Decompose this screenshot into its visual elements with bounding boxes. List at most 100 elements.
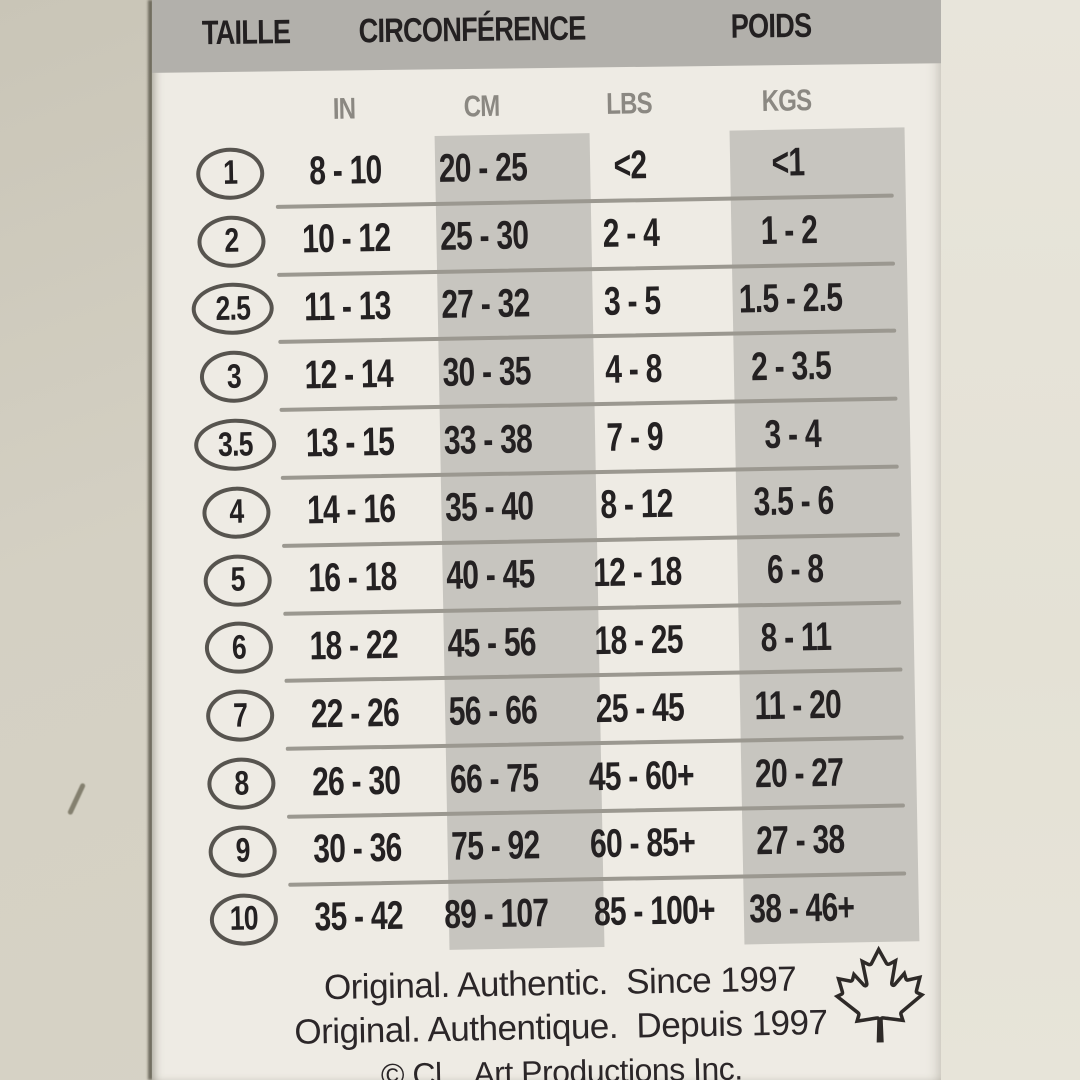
unit-label-in: IN [332, 92, 356, 126]
kgs-cell: <1 [700, 139, 876, 187]
maple-leaf-icon [833, 945, 926, 1043]
in-value: 14 - 16 [306, 487, 396, 533]
in-value: 35 - 42 [314, 893, 404, 940]
size-value: 2.5 [215, 289, 251, 329]
cm-value: 40 - 45 [445, 552, 535, 599]
in-cell: 22 - 26 [295, 690, 416, 737]
in-value: 30 - 36 [313, 826, 403, 872]
cm-value: 27 - 32 [440, 281, 530, 327]
unit-label-cm: CM [463, 89, 500, 124]
lbs-cell: 4 - 8 [563, 346, 704, 394]
size-cell: 5 [182, 553, 293, 607]
table-row: 2 10 - 12 25 - 30 2 - 4 1 - 2 [176, 196, 877, 277]
cm-cell: 30 - 35 [409, 348, 565, 396]
lbs-cell: 12 - 18 [567, 549, 708, 597]
lbs-value: 25 - 45 [595, 685, 685, 731]
size-cell: 1 [175, 147, 286, 201]
tag-content: IN CM LBS KGS 1 8 - 10 20 - 25 <2 <1 [152, 0, 941, 1080]
size-badge: 4 [201, 485, 271, 540]
kgs-value: 38 - 46+ [748, 885, 855, 932]
cm-value: 89 - 107 [443, 891, 549, 938]
size-value: 9 [235, 831, 250, 871]
lbs-cell: 7 - 9 [565, 414, 706, 462]
in-value: 12 - 14 [304, 351, 394, 398]
size-badge: 8 [206, 757, 276, 811]
lbs-cell: 45 - 60+ [571, 753, 712, 801]
in-cell: 11 - 13 [287, 284, 408, 331]
in-cell: 26 - 30 [296, 758, 417, 805]
lbs-cell: 25 - 45 [570, 685, 711, 733]
background-scratch-mark [67, 782, 86, 816]
kgs-value: 2 - 3.5 [751, 343, 832, 390]
in-value: 8 - 10 [308, 148, 382, 194]
size-cell: 6 [183, 621, 294, 675]
kgs-value: 3 - 4 [764, 411, 822, 457]
cm-cell: 35 - 40 [411, 484, 567, 532]
size-badge: 5 [203, 553, 273, 607]
size-table-rows: 1 8 - 10 20 - 25 <2 <1 2 10 - 12 25 - 30… [175, 128, 890, 954]
unit-label-lbs: LBS [605, 87, 653, 121]
table-row: 7 22 - 26 56 - 66 25 - 45 11 - 20 [185, 670, 886, 751]
size-badge: 7 [205, 689, 275, 743]
cm-value: 25 - 30 [439, 213, 529, 260]
in-cell: 12 - 14 [289, 351, 410, 398]
lbs-value: 12 - 18 [593, 549, 683, 596]
lbs-cell: 18 - 25 [568, 617, 709, 665]
kgs-value: 6 - 8 [766, 547, 824, 593]
size-badge: 9 [208, 824, 278, 879]
size-value: 3.5 [217, 424, 253, 464]
units-spacer [185, 111, 273, 113]
table-row: 1 8 - 10 20 - 25 <2 <1 [175, 128, 876, 209]
kgs-value: 1.5 - 2.5 [738, 275, 843, 322]
size-value: 1 [222, 154, 238, 193]
kgs-cell: 1 - 2 [701, 207, 877, 255]
lbs-cell: 60 - 85+ [572, 820, 713, 868]
cm-value: 56 - 66 [448, 687, 538, 734]
in-cell: 14 - 16 [291, 487, 412, 534]
table-row: 6 18 - 22 45 - 56 18 - 25 8 - 11 [183, 602, 884, 683]
size-value: 5 [230, 560, 246, 599]
size-badge: 3 [199, 350, 269, 404]
lbs-value: <2 [613, 143, 647, 189]
lbs-value: 45 - 60+ [588, 752, 695, 799]
table-row: 5 16 - 18 40 - 45 12 - 18 6 - 8 [182, 535, 883, 616]
in-value: 10 - 12 [301, 216, 391, 262]
size-badge: 2 [197, 214, 266, 269]
kgs-cell: 38 - 46+ [713, 885, 889, 933]
cm-cell: 89 - 107 [418, 891, 574, 939]
size-value: 2 [224, 221, 239, 261]
cm-cell: 25 - 30 [406, 213, 562, 261]
kgs-cell: 20 - 27 [711, 749, 887, 797]
size-cell: 8 [186, 757, 297, 811]
lbs-value: 7 - 9 [606, 414, 664, 460]
photo-background-right [941, 0, 1080, 1080]
lbs-cell: 2 - 4 [561, 210, 702, 258]
in-cell: 10 - 12 [286, 216, 407, 263]
kgs-value: 27 - 38 [755, 817, 845, 864]
sizing-tag: TAILLE CIRCONFÉRENCE POIDS IN CM LBS KGS… [152, 0, 941, 1080]
cm-value: 66 - 75 [449, 755, 539, 802]
kgs-cell: 11 - 20 [710, 682, 886, 730]
lbs-cell: 85 - 100+ [573, 888, 716, 936]
kgs-cell: 2 - 3.5 [703, 343, 879, 391]
in-value: 18 - 22 [309, 622, 399, 669]
table-row: 3.5 13 - 15 33 - 38 7 - 9 3 - 4 [180, 399, 881, 480]
lbs-cell: <2 [560, 143, 701, 191]
size-badge: 3.5 [193, 418, 277, 472]
lbs-value: 8 - 12 [599, 482, 673, 528]
cm-value: 33 - 38 [443, 416, 533, 463]
cm-cell: 33 - 38 [410, 416, 566, 464]
cm-value: 75 - 92 [450, 823, 540, 870]
kgs-cell: 6 - 8 [707, 546, 883, 594]
cm-cell: 66 - 75 [416, 755, 572, 803]
in-cell: 16 - 18 [292, 555, 413, 602]
kgs-value: 11 - 20 [753, 682, 842, 728]
lbs-cell: 3 - 5 [562, 278, 703, 326]
tag-left-edge-shadow [148, 0, 153, 1080]
kgs-cell: 3.5 - 6 [706, 478, 882, 526]
cm-cell: 20 - 25 [405, 145, 561, 193]
size-value: 6 [231, 628, 247, 667]
in-value: 22 - 26 [310, 690, 400, 737]
lbs-value: 4 - 8 [605, 346, 663, 392]
in-cell: 35 - 42 [298, 894, 419, 941]
